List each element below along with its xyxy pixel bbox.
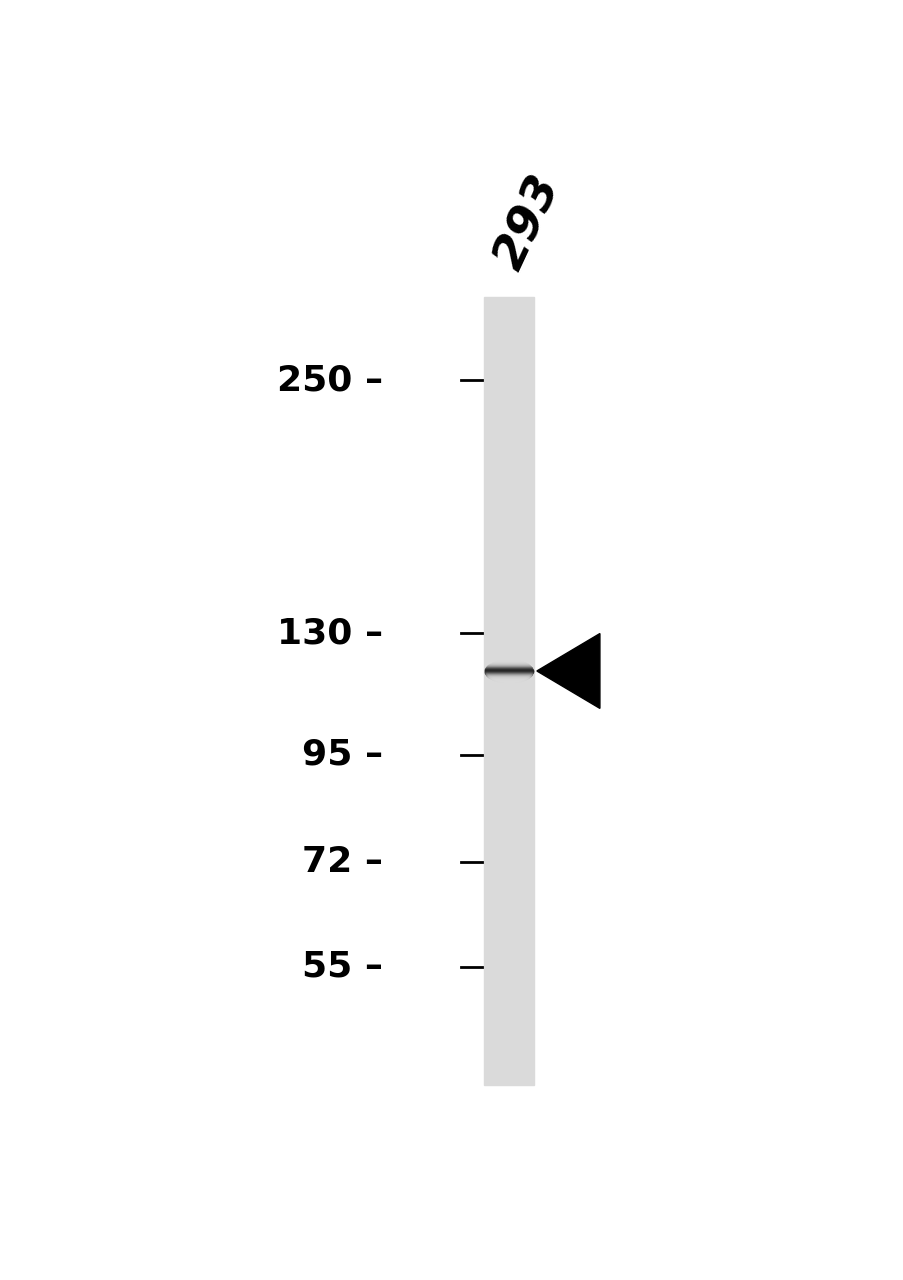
Text: 293: 293 bbox=[487, 169, 569, 276]
Bar bbox=[483, 297, 534, 1085]
Text: 55 –: 55 – bbox=[302, 950, 382, 983]
Text: 130 –: 130 – bbox=[276, 617, 382, 650]
Text: 95 –: 95 – bbox=[302, 737, 382, 772]
Text: 250 –: 250 – bbox=[276, 364, 382, 397]
Text: 72 –: 72 – bbox=[302, 845, 382, 879]
Polygon shape bbox=[536, 634, 600, 708]
